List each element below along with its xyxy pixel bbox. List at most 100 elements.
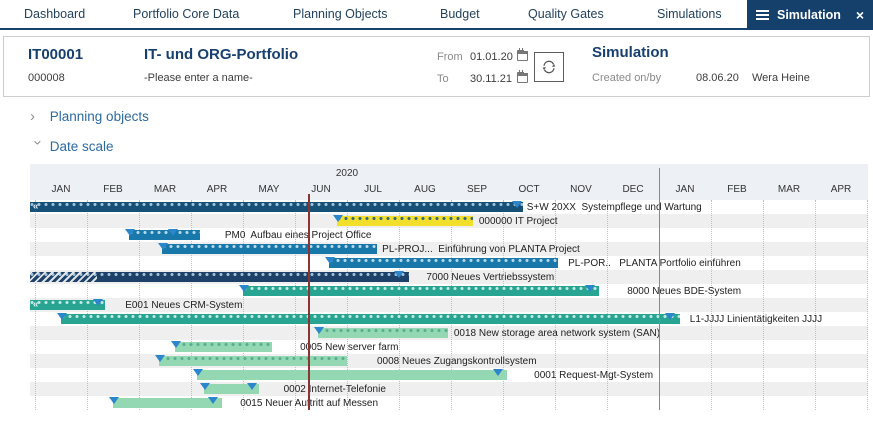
gantt-bar[interactable]	[317, 328, 448, 338]
gantt-bar[interactable]	[204, 384, 259, 394]
year-label: 2020	[335, 168, 359, 179]
refresh-icon	[542, 60, 556, 74]
created-by: Wera Heine	[752, 72, 810, 84]
gantt-bar-label: 0008 Neues Zugangskontrollsystem	[377, 356, 537, 367]
from-date-value[interactable]: 01.01.20	[470, 51, 513, 63]
gantt-row: 8000 Neues BDE-System	[30, 284, 868, 298]
gantt-bar[interactable]: «	[29, 299, 106, 310]
month-label: MAR	[777, 184, 801, 195]
chevron-right-icon: ›	[30, 108, 35, 125]
month-label: JAN	[675, 184, 695, 195]
gantt-bar[interactable]	[197, 370, 508, 380]
gantt-row: 7000 Neues Vertriebssystem	[29, 270, 868, 284]
milestone-marker-icon	[154, 355, 165, 362]
to-date-value[interactable]: 30.11.21	[470, 73, 513, 85]
milestone-marker-icon	[239, 285, 250, 292]
top-navigation: Dashboard Portfolio Core Data Planning Obj…	[0, 0, 873, 30]
month-label: AUG	[414, 184, 436, 195]
gantt-row: 000000 IT Project	[30, 214, 868, 228]
gantt-bar[interactable]	[175, 342, 273, 352]
gantt-bar[interactable]	[29, 272, 410, 282]
section-planning-objects[interactable]: › Planning objects	[30, 108, 149, 125]
month-gridline	[399, 200, 400, 410]
portfolio-sub-id: 000008	[28, 72, 65, 84]
today-marker-line	[308, 194, 310, 410]
month-label: NOV	[570, 184, 592, 195]
nav-item-budget[interactable]: Budget	[440, 7, 480, 21]
month-gridline	[711, 200, 712, 410]
month-label: SEP	[466, 184, 487, 195]
hamburger-menu-icon[interactable]	[756, 8, 769, 22]
gantt-bar-label: 0002 Internet-Telefonie	[283, 384, 386, 395]
gantt-bar-label: 0001 Request-Mgt-System	[534, 370, 654, 381]
month-gridline	[607, 200, 608, 410]
month-gridline	[763, 200, 764, 410]
nav-item-planning-objects[interactable]: Planning Objects	[293, 7, 388, 21]
month-label: APR	[206, 184, 228, 195]
section-date-scale[interactable]: › Date scale	[30, 138, 114, 155]
calendar-icon-to[interactable]	[517, 70, 528, 83]
milestone-marker-icon	[512, 201, 523, 208]
hatch-pattern	[29, 272, 98, 282]
gantt-bar-label: 000000 IT Project	[478, 216, 558, 227]
gantt-bar[interactable]	[243, 286, 600, 296]
calendar-icon-from[interactable]	[517, 48, 528, 61]
milestone-marker-icon	[171, 341, 182, 348]
month-gridline	[347, 200, 348, 410]
nav-item-quality-gates[interactable]: Quality Gates	[528, 7, 604, 21]
month-gridline	[139, 200, 140, 410]
gantt-bar-label: S+W 20XX Systempflege und Wartung	[526, 202, 702, 213]
nav-item-dashboard[interactable]: Dashboard	[24, 7, 86, 21]
month-label: JUL	[364, 184, 382, 195]
month-gridline	[243, 200, 244, 410]
month-gridline	[191, 200, 192, 410]
milestone-marker-icon	[193, 369, 204, 376]
month-label: DEC	[622, 184, 644, 195]
gantt-row: 0015 Neuer Auftritt auf Messen	[30, 396, 868, 410]
from-label: From	[437, 51, 463, 63]
milestone-marker-icon	[492, 369, 503, 376]
milestone-marker-icon	[332, 215, 343, 222]
chevron-down-icon: ›	[29, 140, 47, 146]
gantt-bar[interactable]	[162, 244, 378, 254]
close-icon[interactable]: ×	[855, 7, 864, 23]
portfolio-subtitle[interactable]: -Please enter a name-	[144, 72, 253, 84]
milestone-marker-icon	[167, 229, 178, 236]
created-on-by-label: Created on/by	[592, 72, 662, 84]
month-label: JAN	[51, 184, 71, 195]
milestone-marker-icon	[313, 327, 324, 334]
month-label: APR	[830, 184, 852, 195]
tab-simulation[interactable]: Simulation ×	[747, 0, 873, 30]
milestone-marker-icon	[57, 313, 68, 320]
gantt-bar-label: 7000 Neues Vertriebssystem	[426, 272, 555, 283]
gantt-bar[interactable]	[128, 230, 200, 240]
gantt-bar[interactable]: «	[29, 201, 523, 212]
milestone-marker-icon	[124, 229, 135, 236]
gantt-bar-label: PM0 Aufbau eines Project Office	[224, 230, 372, 241]
month-gridline	[451, 200, 452, 410]
timeline-header: 2020 JAN FEB MAR APR MAY JUN JUL AUG SEP OCT NOV DE…	[30, 164, 868, 200]
nav-item-portfolio-core-data[interactable]: Portfolio Core Data	[133, 7, 240, 21]
month-label: FEB	[727, 184, 747, 195]
to-label: To	[437, 73, 449, 85]
month-gridline	[555, 200, 556, 410]
gantt-bar[interactable]	[61, 314, 680, 324]
gantt-bar[interactable]	[328, 258, 559, 268]
milestone-marker-icon	[158, 243, 169, 250]
gantt-bar-label: 0018 New storage area network system (SA…	[453, 328, 661, 339]
gantt-bar[interactable]	[336, 216, 473, 226]
gantt-bar-label: 0005 New server farm	[300, 342, 399, 353]
gantt-bar[interactable]	[113, 398, 223, 408]
month-label: MAY	[258, 184, 280, 195]
planning-objects-label: Planning objects	[49, 109, 149, 124]
refresh-simulation-button[interactable]	[534, 52, 564, 82]
gantt-row: PL-PROJ... Einführung von PLANTA Project	[30, 242, 868, 256]
milestone-marker-icon	[246, 383, 257, 390]
nav-item-simulations[interactable]: Simulations	[657, 7, 722, 21]
gantt-bar[interactable]	[158, 356, 347, 366]
milestone-marker-icon	[394, 271, 404, 278]
gantt-row: « E001 Neues CRM-System	[29, 298, 868, 312]
scroll-back-icon: «	[32, 299, 38, 310]
gantt-body: « S+W 20XX Systempflege und Wartung 000000…	[29, 200, 868, 410]
milestone-marker-icon	[109, 397, 120, 404]
